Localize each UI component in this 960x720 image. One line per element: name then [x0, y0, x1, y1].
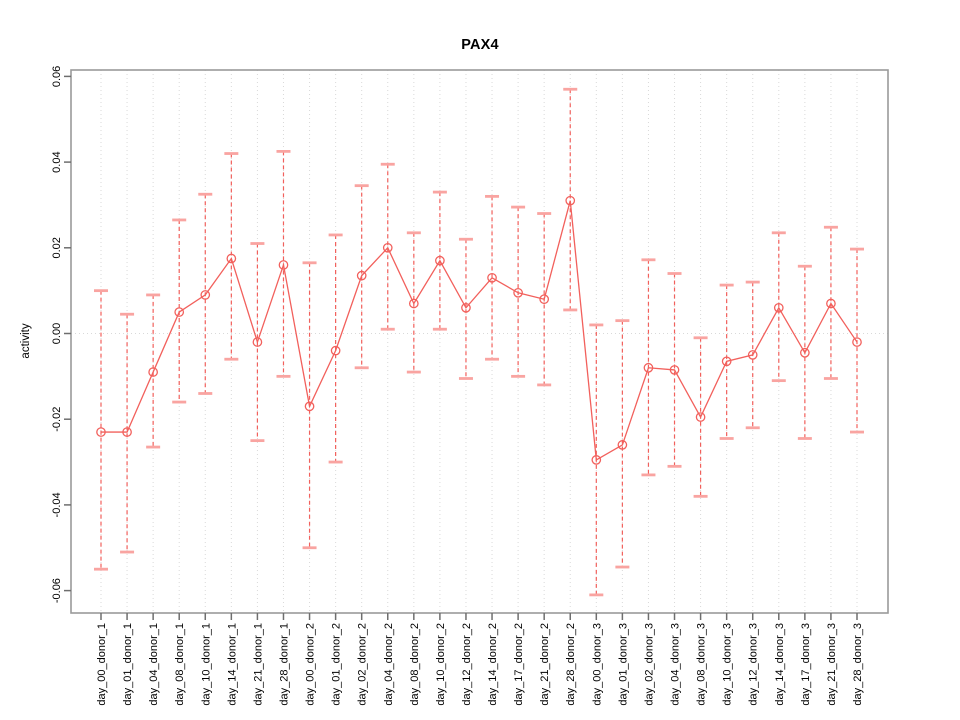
x-tick-label: day_01_donor_1: [122, 623, 134, 706]
data-point: [669, 365, 680, 375]
data-point: [565, 195, 576, 206]
x-tick-label: day_28_donor_2: [565, 623, 577, 706]
y-tick-label: -0.06: [51, 578, 63, 603]
x-tick-label: day_21_donor_1: [252, 623, 264, 706]
x-tick-label: day_28_donor_1: [278, 623, 290, 706]
x-tick-label: day_14_donor_2: [487, 623, 499, 706]
data-point: [461, 302, 471, 313]
x-tick-label: day_08_donor_2: [409, 623, 421, 706]
data-point: [330, 345, 341, 356]
x-tick-label: day_12_donor_2: [461, 623, 473, 706]
data-point: [122, 427, 132, 437]
x-tick-label: day_01_donor_3: [617, 623, 629, 706]
y-tick-label: 0.02: [51, 237, 63, 258]
data-point: [852, 337, 862, 347]
data-point: [513, 287, 523, 298]
x-tick-label: day_00_donor_2: [305, 623, 317, 706]
data-point: [408, 298, 419, 309]
chart-title: PAX4: [461, 37, 499, 53]
data-point: [435, 255, 445, 266]
data-point: [721, 356, 732, 367]
plot-frame: [70, 69, 889, 614]
x-tick-label: day_14_donor_1: [226, 623, 238, 706]
x-tick-label: day_21_donor_2: [539, 623, 551, 706]
x-tick-label: day_04_donor_3: [670, 623, 682, 706]
series-line: [101, 200, 858, 461]
x-tick-label: day_12_donor_3: [748, 623, 760, 706]
x-tick-label: day_17_donor_3: [800, 623, 812, 706]
x-tick-label: day_00_donor_1: [96, 623, 108, 706]
data-point: [643, 362, 654, 373]
data-point: [304, 401, 315, 412]
data-point: [148, 367, 158, 377]
data-point: [226, 253, 237, 264]
y-tick-label: 0.06: [51, 66, 63, 87]
x-tick-label: day_10_donor_1: [200, 623, 212, 706]
data-point: [356, 270, 367, 281]
x-tick-label: day_01_donor_2: [331, 623, 343, 706]
data-point: [747, 350, 758, 360]
data-point: [487, 272, 497, 283]
x-tick-label: day_28_donor_3: [852, 623, 864, 706]
x-tick-label: day_10_donor_2: [435, 623, 447, 706]
x-tick-label: day_02_donor_3: [643, 623, 655, 706]
y-tick-label: 0.04: [51, 151, 63, 172]
x-tick-label: day_08_donor_3: [696, 623, 708, 706]
x-tick-label: day_04_donor_2: [383, 623, 395, 706]
y-tick-label: 0.00: [51, 323, 63, 344]
data-point: [800, 347, 810, 358]
data-point: [617, 440, 628, 450]
x-tick-label: day_08_donor_1: [174, 623, 186, 706]
x-tick-label: day_17_donor_2: [513, 623, 525, 706]
data-point: [96, 427, 106, 437]
y-tick-label: -0.02: [51, 407, 63, 432]
x-tick-label: day_04_donor_1: [148, 623, 160, 706]
x-tick-label: day_02_donor_2: [357, 623, 369, 706]
data-point: [382, 242, 393, 253]
data-point: [773, 302, 784, 313]
data-point: [826, 298, 836, 309]
data-point: [539, 294, 550, 305]
x-tick-label: day_14_donor_3: [774, 623, 786, 706]
data-point: [591, 455, 602, 465]
y-tick-label: -0.04: [51, 492, 63, 517]
x-tick-label: day_21_donor_3: [826, 623, 838, 706]
data-point: [278, 260, 289, 270]
x-tick-label: day_00_donor_3: [591, 623, 603, 706]
data-point: [695, 412, 706, 422]
data-point: [174, 307, 185, 317]
x-tick-label: day_10_donor_3: [722, 623, 734, 706]
data-point: [252, 337, 263, 347]
data-point: [200, 290, 211, 300]
